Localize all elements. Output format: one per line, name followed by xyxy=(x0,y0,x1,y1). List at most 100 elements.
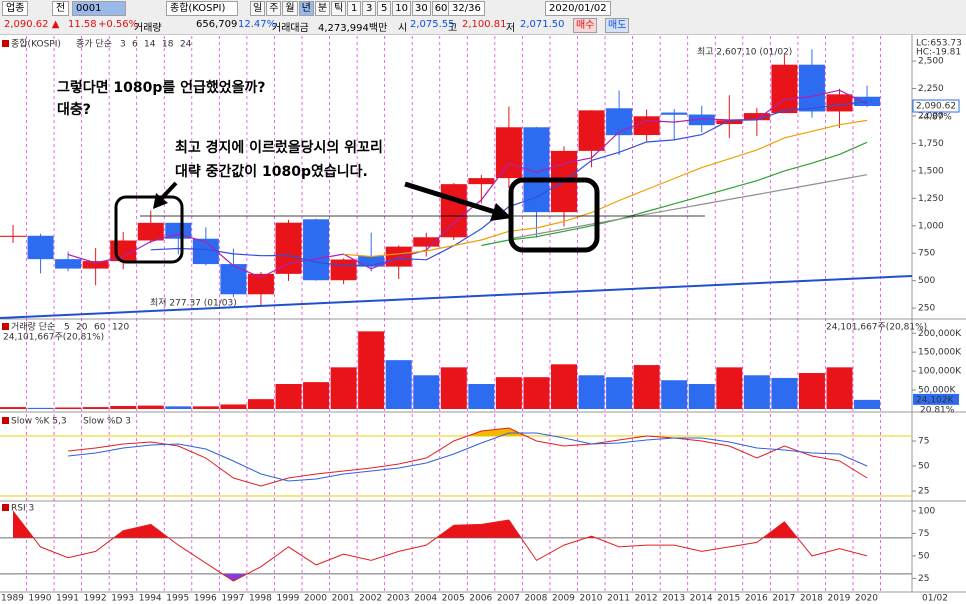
volume-bar xyxy=(854,399,881,409)
candle-body xyxy=(275,222,302,274)
x-tick-label: 1993 xyxy=(111,594,134,604)
volume-bar xyxy=(633,365,660,409)
volume-bar xyxy=(688,384,715,409)
volume-bar xyxy=(275,384,302,409)
period-button[interactable]: 월 xyxy=(282,1,298,16)
x-tick-label: 2012 xyxy=(635,594,658,604)
code-input[interactable]: 0001 xyxy=(72,1,126,16)
x-tick-label: 2011 xyxy=(607,594,630,604)
legend-label: 종가 단순 xyxy=(76,39,112,50)
y-tick-label: 500 xyxy=(918,276,935,286)
x-tick-label: 2015 xyxy=(717,594,740,604)
x-tick-label: 2014 xyxy=(690,594,713,604)
period-button[interactable]: 틱 xyxy=(331,1,347,16)
volume-bar xyxy=(192,406,219,409)
buy-button[interactable]: 매수 xyxy=(573,18,598,33)
period-button[interactable]: 분 xyxy=(314,1,331,16)
amount-label: 거래대금 xyxy=(272,23,309,34)
x-tick-label: 2007 xyxy=(497,594,520,604)
volume-bar xyxy=(798,373,825,409)
y-tick-label: 250 xyxy=(918,304,935,314)
volume-bar xyxy=(247,399,274,409)
annotation: 대략 중간값이 1080p였습니다. xyxy=(175,163,368,180)
candle-body xyxy=(606,108,633,136)
y-tick-label: 100,000K xyxy=(918,367,962,377)
x-tick-label: 1999 xyxy=(277,594,300,604)
last-volume-pct: 20.81% xyxy=(920,405,955,415)
candle-body xyxy=(358,256,385,267)
highlight-box xyxy=(114,195,184,264)
open-label: 시 xyxy=(398,23,408,34)
y-tick-label: 200,000K xyxy=(918,329,962,339)
indicator-line xyxy=(68,427,868,487)
legend-entry: Slow %D 3 xyxy=(83,417,131,427)
x-tick-label: 2013 xyxy=(662,594,685,604)
legend-entry: 20 xyxy=(76,323,88,333)
market-select[interactable]: 업종 xyxy=(2,1,29,16)
y-tick-label: 25 xyxy=(918,487,929,497)
candle-body xyxy=(633,116,660,136)
x-tick-label: 2016 xyxy=(745,594,768,604)
x-tick-label: 2018 xyxy=(800,594,823,604)
x-tick-label: 2003 xyxy=(387,594,410,604)
period-button[interactable]: 30 xyxy=(411,1,431,16)
candle-body xyxy=(82,261,109,269)
volume-bar xyxy=(330,367,357,409)
y-tick-label: 1,250 xyxy=(918,194,944,204)
date-field[interactable]: 2020/01/02 xyxy=(545,1,611,16)
last-price: 2,090.62 xyxy=(916,102,956,112)
period-button[interactable]: 년 xyxy=(298,1,314,16)
overbought-fill xyxy=(13,511,868,538)
volume-bar xyxy=(551,364,577,409)
period-button[interactable]: 5 xyxy=(377,1,392,16)
change: 11.58 xyxy=(68,19,97,30)
volume-bar xyxy=(0,407,26,409)
volume-bar xyxy=(523,377,550,409)
x-tick-label: 1991 xyxy=(56,594,79,604)
x-tick-label: 2019 xyxy=(828,594,851,604)
candle-body xyxy=(413,237,440,247)
highlight-box xyxy=(508,177,600,253)
annotation-layer: 그렇다면 1080p를 언급했었을까? 대충? 최고 경지에 이르렀을당시의 위… xyxy=(0,79,913,319)
x-tick-label: 1994 xyxy=(139,594,162,604)
candle-body xyxy=(0,235,26,237)
volume-bar xyxy=(55,407,82,409)
period-button[interactable]: 10 xyxy=(392,1,411,16)
period-button[interactable]: 일 xyxy=(250,1,266,16)
annotation: 대충? xyxy=(57,102,91,118)
layer: 1989 1990 1991 1992 1993 1994 1995 1996 1997 1998… xyxy=(0,39,962,604)
candle-body xyxy=(55,259,82,269)
volume-bar xyxy=(385,360,412,409)
last-volume: 24,102K xyxy=(916,395,954,405)
high: 2,100.81 xyxy=(462,19,507,30)
period-button[interactable]: 3 xyxy=(362,1,377,16)
candle-body xyxy=(220,264,247,295)
open: 2,075.55 xyxy=(410,19,455,30)
arrow-shaft xyxy=(158,181,178,202)
y-tick-label: 2,000 xyxy=(918,111,944,121)
sell-button[interactable]: 매도 xyxy=(605,18,630,33)
volume-pct: 12.47% xyxy=(238,19,277,30)
y-tick-label: 2,500 xyxy=(918,57,944,67)
x-tick-label: 01/02 xyxy=(922,594,948,604)
moving-average xyxy=(508,174,868,240)
y-tick-label: 100 xyxy=(918,506,935,516)
candle-body xyxy=(743,113,770,121)
legend-entry: Slow %K 5,3 xyxy=(11,417,67,427)
high-label: 고 xyxy=(448,23,458,34)
scope-select[interactable]: 전 xyxy=(52,1,70,16)
page-field: 32/36 xyxy=(448,1,485,16)
volume-bar xyxy=(468,384,495,409)
y-tick-label: 50 xyxy=(918,551,930,561)
x-tick-label: 2020 xyxy=(855,594,878,604)
legend-entry: 14 xyxy=(144,40,156,50)
legend-icon xyxy=(2,40,9,47)
legend-entry: 18 xyxy=(162,40,174,50)
x-tick-label: 1996 xyxy=(194,594,217,604)
period-button[interactable]: 주 xyxy=(266,1,282,16)
legend-entry: 5 xyxy=(64,323,70,333)
y-tick-label: 75 xyxy=(918,529,929,539)
x-tick-label: 2005 xyxy=(442,594,465,604)
volume-bar xyxy=(716,367,743,409)
period-button[interactable]: 1 xyxy=(347,1,362,16)
